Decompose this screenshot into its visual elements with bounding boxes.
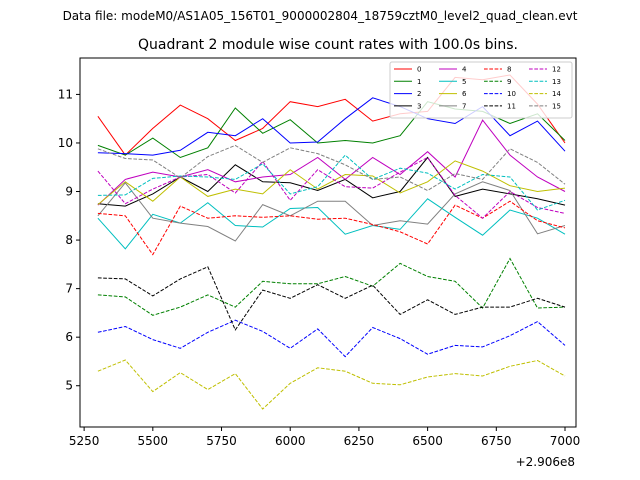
legend-label-14: 14: [552, 90, 561, 98]
x-tick-label: 6500: [412, 434, 443, 448]
series-line-12: [97, 156, 566, 219]
figure-suptitle: Data file: modeM0/AS1A05_156T01_90000028…: [63, 9, 578, 23]
legend-box: [389, 61, 573, 119]
plot-area: [97, 74, 566, 410]
y-tick-label: 7: [65, 282, 73, 296]
legend-label-0: 0: [417, 66, 421, 74]
legend-label-13: 13: [552, 78, 561, 86]
x-tick-label: 5250: [69, 434, 100, 448]
x-tick-label: 6000: [275, 434, 306, 448]
x-tick-label: 7000: [550, 434, 581, 448]
series-line-10: [97, 319, 566, 358]
y-tick-label: 5: [65, 379, 73, 393]
x-offset-label: +2.906e8: [516, 455, 575, 469]
y-tick-label: 11: [58, 87, 73, 101]
y-tick-label: 9: [65, 185, 73, 199]
series-line-11: [97, 266, 566, 331]
series-line-5: [97, 198, 566, 250]
legend-label-1: 1: [417, 78, 421, 86]
series-line-14: [97, 359, 566, 410]
legend-label-12: 12: [552, 66, 561, 74]
series-line-6: [97, 160, 566, 205]
legend-label-9: 9: [507, 78, 511, 86]
legend-label-2: 2: [417, 90, 421, 98]
plot-frame: [79, 57, 577, 428]
series-line-8: [97, 200, 566, 256]
x-tick-label: 6250: [344, 434, 375, 448]
y-tick-label: 10: [58, 136, 73, 150]
legend-label-4: 4: [462, 66, 467, 74]
legend-label-15: 15: [552, 102, 561, 110]
x-tick-label: 5750: [206, 434, 237, 448]
legend-label-7: 7: [462, 102, 466, 110]
series-line-15: [97, 144, 566, 192]
x-tick-label: 6750: [481, 434, 512, 448]
y-axis: 5 6 7 8 9 10 11: [58, 87, 80, 393]
x-axis: 5250 5500 5750 6000 6250 6500 6750 7000: [69, 427, 580, 448]
legend-label-3: 3: [417, 102, 421, 110]
y-tick-label: 6: [65, 330, 73, 344]
x-tick-label: 5500: [138, 434, 169, 448]
y-tick-label: 8: [65, 233, 73, 247]
series-line-9: [97, 257, 566, 316]
series-line-3: [97, 156, 566, 207]
legend-label-11: 11: [507, 102, 516, 110]
legend-label-6: 6: [462, 90, 467, 98]
legend-label-10: 10: [507, 90, 516, 98]
legend-label-8: 8: [507, 66, 511, 74]
series-line-4: [97, 119, 566, 206]
series-line-7: [97, 181, 566, 242]
legend-label-5: 5: [462, 78, 466, 86]
chart-title: Quadrant 2 module wise count rates with …: [138, 37, 518, 53]
